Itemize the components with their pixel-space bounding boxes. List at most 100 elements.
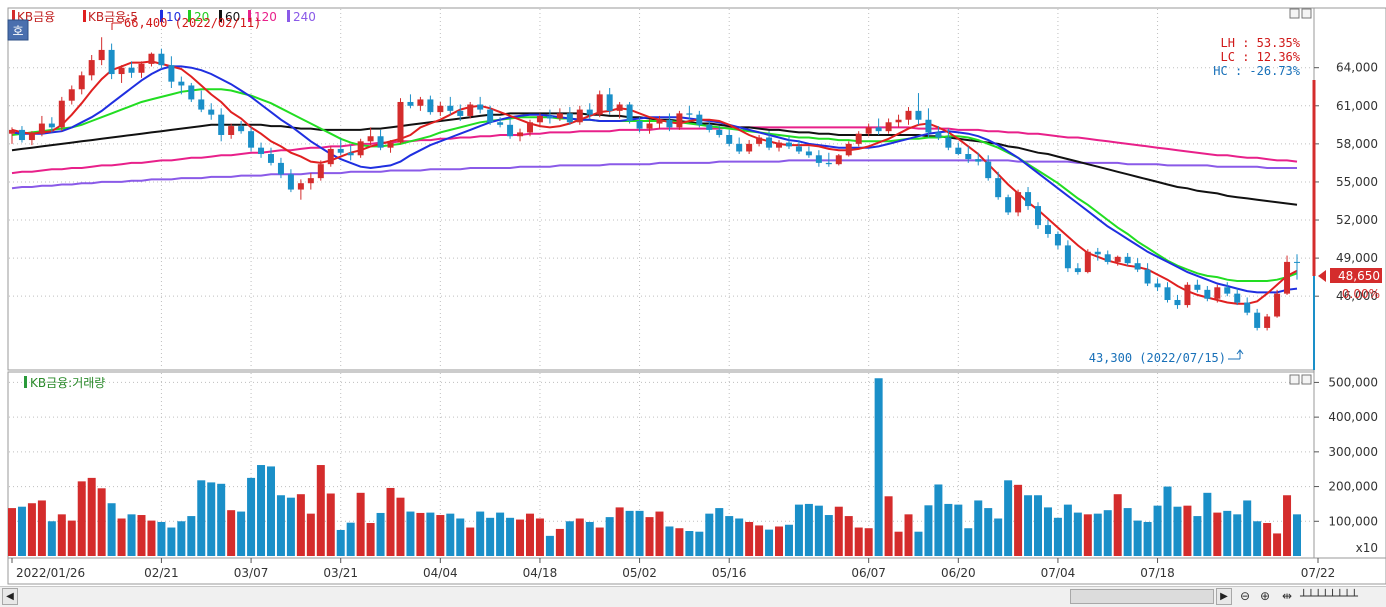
volume-bar [266,466,275,556]
volume-bar [1024,495,1033,556]
range-slider-icon[interactable]: ┴┴┴┴┴┴┴┴ [1300,589,1358,603]
volume-bar [57,514,66,556]
candle-body [487,109,494,123]
candle-body [835,155,842,165]
date-axis-label: 07/22 [1301,566,1336,580]
zoom-in-icon[interactable]: ⊕ [1259,589,1271,603]
candle-body [1184,284,1191,306]
candle-body [1044,225,1051,234]
candle-body [855,133,862,144]
candle-body [347,152,354,156]
legend-swatch-ma10 [160,10,163,22]
candle-body [258,147,265,155]
volume-bar [77,481,86,556]
volume-bar [237,511,246,556]
volume-panel-window-icons[interactable] [1289,374,1312,385]
candle-body [228,126,235,135]
price-axis-label: 52,000 [1336,213,1378,227]
volume-bar [1014,484,1023,556]
volume-bar [1173,506,1182,556]
date-axis-label: 2022/01/26 [16,566,85,580]
volume-bar [127,514,136,556]
maximize-icon[interactable] [1301,374,1312,385]
price-axis-label: 55,000 [1336,175,1378,189]
candle-body [457,110,464,116]
volume-bar [984,508,993,556]
volume-bar [406,511,415,556]
chart-canvas: 46,000 49,000 52,000 55,000 58,000 61,000 64,0… [7,7,1386,585]
volume-bar [705,513,714,556]
candle-body [1124,256,1131,264]
minimize-icon[interactable] [1289,374,1300,385]
volume-bar [1233,514,1242,556]
volume-bar [257,465,266,556]
candle-body [447,105,454,111]
candle-body [716,129,723,135]
candle-body [337,148,344,153]
volume-bar [934,484,943,556]
candle-body [1284,261,1291,294]
horizontal-scrollbar[interactable]: ◀ ▶ ⊖ ⊕ ⇹ ┴┴┴┴┴┴┴┴ [0,586,1386,607]
candle-body [1294,261,1300,263]
volume-bar [1103,510,1112,556]
candle-body [536,115,543,123]
volume-bar [695,531,704,556]
volume-bar [555,528,564,556]
price-legend-ma60: 60 [225,10,240,24]
price-axis-label: 58,000 [1336,137,1378,151]
volume-bar [97,488,106,556]
volume-axis-label: 500,000 [1328,375,1378,389]
candle-body [566,113,573,123]
date-axis-label: 06/07 [851,566,886,580]
candle-body [526,122,533,133]
scroll-right-icon[interactable]: ▶ [1216,588,1232,605]
legend-swatch-ma20 [188,10,191,22]
zoom-out-icon[interactable]: ⊖ [1239,589,1251,603]
volume-bar [1223,510,1232,556]
high-annotation: 66,400 (2022/02/11) [111,16,261,30]
date-axis-label: 06/20 [941,566,976,580]
volume-bar [665,526,674,556]
low-annotation: 43,300 (2022/07/15) [1089,349,1244,365]
side-icon[interactable]: 호 [7,19,29,41]
volume-bar [276,495,285,556]
volume-bar [765,529,774,556]
volume-bar [565,521,574,556]
volume-bar [1073,512,1082,556]
candle-body [626,104,633,122]
volume-bar [1203,492,1212,556]
price-panel-window-icons[interactable] [1289,8,1312,19]
volume-bar [167,527,176,556]
volume-bar [366,523,375,556]
maximize-icon[interactable] [1301,8,1312,19]
ma-line-5 [11,60,1298,305]
minimize-icon[interactable] [1289,8,1300,19]
candle-body [795,146,802,152]
scroll-thumb[interactable] [1070,589,1214,604]
compress-icon[interactable]: ⇹ [1281,589,1293,603]
legend-swatch-volume [24,376,27,388]
candle-body [586,109,593,115]
candle-body [178,81,185,86]
candle-body [925,119,932,133]
volume-bar [286,497,295,556]
candle-body [1084,251,1091,273]
volume-bar [1273,533,1282,556]
volume-bar [794,504,803,556]
candle-body [1264,316,1271,328]
volume-bar [137,515,146,556]
candle-body [656,119,663,124]
candle-body [1194,284,1201,290]
price-legend-ma120: 120 [254,10,277,24]
candle-body [48,123,55,128]
candle-body [666,119,673,128]
scroll-left-icon[interactable]: ◀ [2,588,18,605]
volume-bar [864,528,873,556]
candle-body [208,109,215,115]
current-price: 48,650 [1338,269,1380,283]
candle-body [596,94,603,115]
candle-body [497,122,504,125]
volume-bar [904,514,913,556]
candle-body [1224,287,1231,294]
volume-bar [545,535,554,556]
